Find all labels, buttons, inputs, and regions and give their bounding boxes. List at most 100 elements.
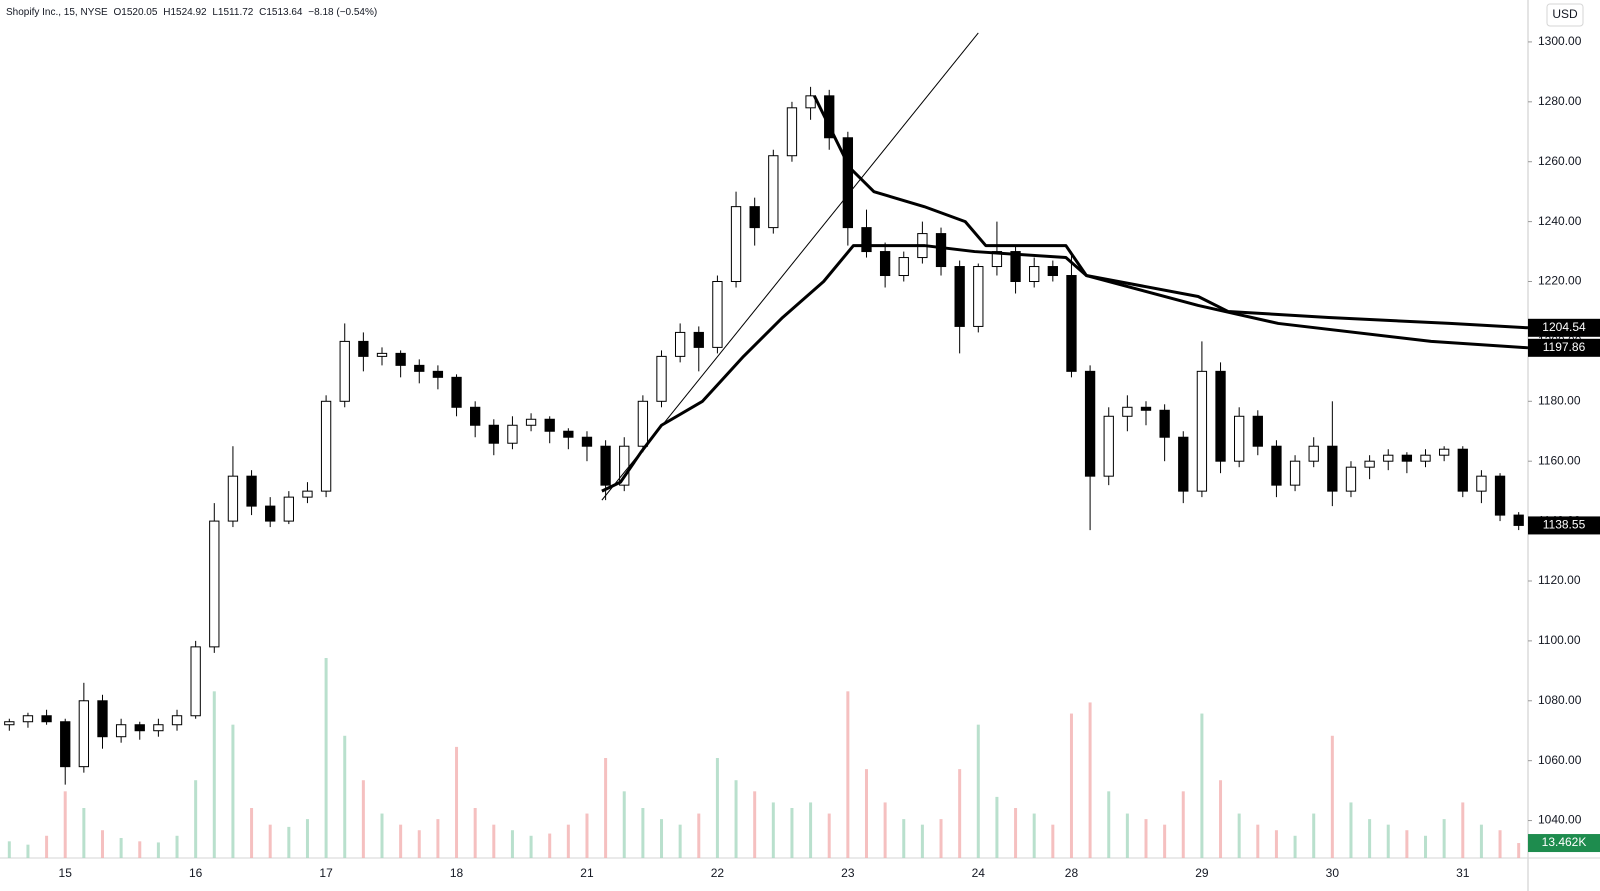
volume-bar [1219,780,1223,858]
volume-bar [1424,835,1428,858]
candle-body [1438,448,1450,456]
volume-bar [343,735,347,858]
candle-body [283,496,294,522]
currency-label[interactable]: USD [1552,7,1578,21]
open-value: O1520.05 [114,7,158,18]
candle-body [1289,460,1301,486]
chart-header: Shopify Inc., 15, NYSE O1520.05 H1524.92… [6,7,377,18]
candle-body [1103,415,1114,477]
volume-bar [138,841,142,858]
candle-body [1140,406,1152,411]
volume-bar [771,802,775,858]
price-tag-label: 1138.55 [1543,518,1586,532]
candle-body [451,376,462,408]
y-tick-label: 1080.00 [1538,693,1582,707]
price-tag-label: 1197.86 [1543,340,1586,354]
candle-body [973,266,984,327]
candle-body [861,227,872,253]
candle-body [581,436,593,447]
volume-tag [1528,834,1600,853]
volume-bar [212,691,216,858]
candle-body [768,155,779,229]
y-tick-label: 1180.00 [1538,393,1581,407]
volume-bar [1069,713,1073,858]
candle-body [470,406,481,426]
volume-bar [1479,824,1483,858]
candle-body [1029,266,1040,283]
volume-bar [26,844,30,858]
x-tick-label: 28 [1065,866,1079,880]
volume-bar [678,824,682,858]
x-tick-label: 18 [450,866,464,880]
x-tick-label: 21 [580,866,594,880]
candle-body [898,257,909,277]
candle-body [78,700,90,768]
volume-bar [1237,813,1241,858]
candle-body [674,331,686,357]
candle-body [637,400,649,447]
candle-body [227,475,239,522]
price-tag [1528,516,1600,535]
volume-bar [790,808,794,858]
volume-bar [1405,830,1409,858]
price-tag [1528,338,1600,357]
candle-body [1513,514,1524,526]
volume-bar [604,758,608,858]
volume-bar [1386,824,1390,858]
candle-body [1383,454,1394,462]
volume-bar [883,802,887,858]
volume-bar [45,835,49,858]
volume-bar [1014,808,1018,858]
volume-bar [399,824,403,858]
candle-body [97,700,108,738]
candle-body [339,340,350,402]
currency-box[interactable] [1546,3,1584,27]
volume-bar [622,791,626,858]
candle-body [246,475,257,507]
candle-body [1178,436,1189,492]
volume-bar [697,813,701,858]
volume-bar [455,746,459,858]
close-value: C1513.64 [259,7,303,18]
candle-body [1047,266,1058,277]
candle-body [4,721,15,726]
candle-body [1476,475,1487,492]
volume-bar [380,813,384,858]
candle-body [171,715,183,726]
volume-bar [1051,824,1055,858]
candle-body [1010,251,1021,283]
y-tick-label: 1100.00 [1538,633,1581,647]
volume-bar [473,808,477,858]
candle-body [1271,445,1282,486]
volume-bar [1330,735,1334,858]
x-tick-label: 15 [59,866,73,880]
volume-bar [1163,824,1167,858]
candle-body [1252,415,1263,447]
candle-body [544,418,555,432]
volume-bar [1461,802,1465,858]
candle-body [842,137,854,229]
candle-body [805,95,816,109]
candle-body [656,355,667,402]
volume-bar [1144,819,1148,858]
candle-body [1457,448,1468,492]
volume-bar [864,769,868,858]
volume-bar [809,802,813,858]
volume-bar [63,791,67,858]
candle-body [600,445,611,486]
candle-body [265,505,276,522]
y-tick-label: 1120.00 [1538,573,1581,587]
volume-bar [1368,819,1372,858]
candle-body [302,490,313,498]
candle-body [1122,406,1133,417]
candle-body [1494,475,1506,516]
volume-bar [660,819,664,858]
candle-body [749,206,760,229]
candle-body [1159,409,1170,438]
volume-bar [194,780,198,858]
volume-bar [436,819,440,858]
volume-bar [1312,813,1316,858]
volume-bar [156,842,160,858]
candle-body [1327,445,1338,492]
high-value: H1524.92 [163,7,207,18]
